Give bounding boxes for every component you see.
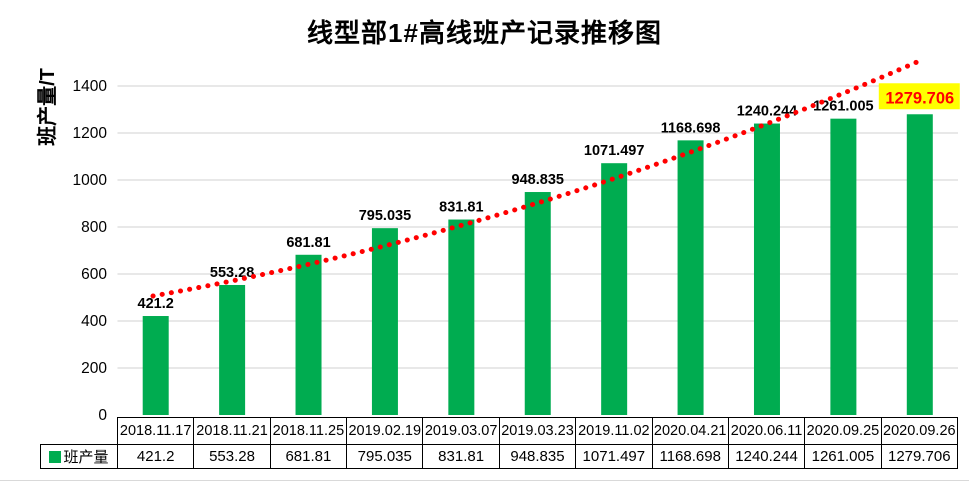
date-header-cell: 2019.03.07 bbox=[422, 417, 500, 445]
value-cell: 831.81 bbox=[422, 444, 500, 469]
bar bbox=[601, 163, 628, 415]
bar-value-label: 1261.005 bbox=[813, 99, 873, 115]
value-cell: 553.28 bbox=[193, 444, 271, 469]
bar bbox=[295, 254, 322, 415]
chart-data-table: 2018.11.17 2018.11.21 2018.11.25 2019.02.19… bbox=[40, 417, 959, 469]
date-header-cell: 2018.11.17 bbox=[116, 417, 195, 445]
bar bbox=[371, 228, 398, 415]
bar-value-label: 421.2 bbox=[138, 296, 174, 312]
bar bbox=[448, 219, 475, 415]
bar bbox=[677, 140, 704, 416]
date-header-cell: 2019.03.23 bbox=[498, 417, 577, 445]
chart-title: 线型部1#高线班产记录推移图 bbox=[307, 18, 662, 48]
bar bbox=[142, 316, 169, 415]
value-cell: 1240.244 bbox=[727, 444, 806, 469]
date-header-cell: 2020.04.21 bbox=[651, 417, 729, 445]
bar-value-label: 948.835 bbox=[512, 172, 564, 188]
bar bbox=[219, 284, 246, 415]
y-tick-label: 0 bbox=[98, 407, 107, 424]
legend-label: 班产量 bbox=[63, 449, 109, 466]
trend-line bbox=[150, 59, 920, 299]
y-tick-label: 1400 bbox=[73, 78, 108, 95]
value-cell: 681.81 bbox=[269, 444, 348, 469]
value-cell: 1071.497 bbox=[575, 444, 653, 469]
y-tick-label: 600 bbox=[81, 266, 107, 283]
y-tick-label: 200 bbox=[81, 360, 107, 377]
bar bbox=[753, 123, 780, 415]
value-cell: 1279.706 bbox=[880, 444, 959, 469]
bar-value-label: 1279.706 bbox=[885, 89, 954, 107]
series-color-swatch-icon bbox=[49, 451, 62, 463]
value-cell: 421.2 bbox=[116, 444, 195, 469]
bar bbox=[830, 118, 857, 416]
date-header-cell: 2019.02.19 bbox=[346, 417, 424, 445]
bar-value-label: 681.81 bbox=[286, 235, 330, 251]
y-tick-label: 1000 bbox=[73, 172, 108, 189]
bottom-divider bbox=[0, 480, 969, 481]
highlight-label-bg bbox=[878, 83, 960, 110]
bar bbox=[906, 114, 933, 415]
bar bbox=[524, 192, 551, 415]
y-tick-label: 1200 bbox=[73, 125, 108, 142]
value-cell: 1168.698 bbox=[651, 444, 729, 469]
bar-value-label: 1071.497 bbox=[584, 143, 644, 159]
value-cell: 948.835 bbox=[498, 444, 577, 469]
legend-cell: 班产量 bbox=[40, 444, 118, 469]
table-corner-blank bbox=[41, 418, 118, 445]
value-cell: 795.035 bbox=[346, 444, 424, 469]
value-cell: 1261.005 bbox=[804, 444, 882, 469]
y-tick-label: 800 bbox=[81, 219, 107, 236]
date-header-cell: 2020.09.25 bbox=[804, 417, 882, 445]
bar-value-label: 831.81 bbox=[439, 200, 483, 216]
y-tick-label: 400 bbox=[81, 313, 107, 330]
date-header-cell: 2018.11.21 bbox=[193, 417, 271, 445]
date-header-cell: 2019.11.02 bbox=[575, 417, 653, 445]
bar-value-label: 1240.244 bbox=[737, 104, 797, 120]
bar-value-label: 1168.698 bbox=[661, 120, 721, 136]
date-header-cell: 2020.06.11 bbox=[727, 417, 806, 445]
bar-value-label: 795.035 bbox=[359, 208, 411, 224]
date-header-cell: 2018.11.25 bbox=[269, 417, 348, 445]
date-header-cell: 2020.09.26 bbox=[880, 417, 959, 445]
bar-value-label: 553.28 bbox=[210, 265, 254, 281]
